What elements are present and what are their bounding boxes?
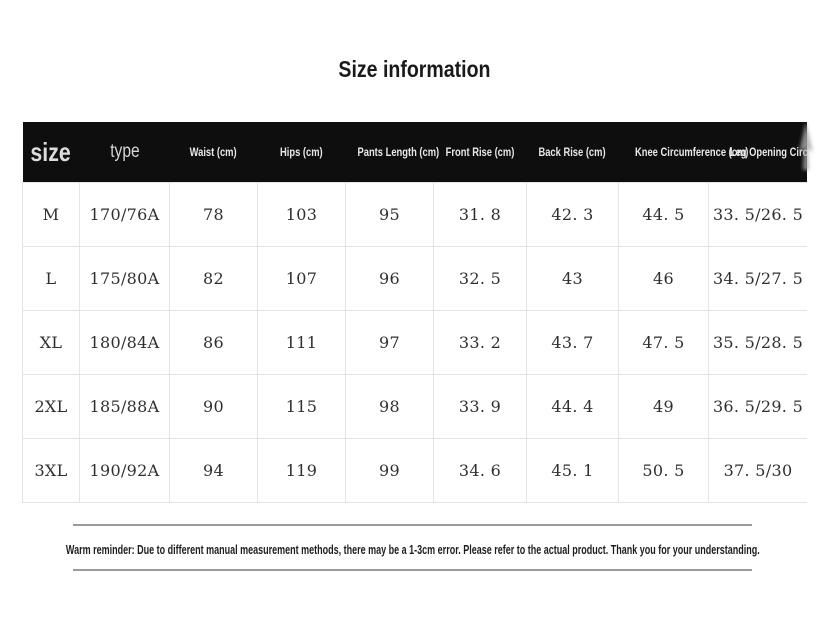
- table-cell: 43. 7: [526, 310, 619, 375]
- table-cell: 37. 5/30: [708, 438, 807, 503]
- column-header-leg-opening: Leg Opening Circumference (cm): [708, 122, 807, 183]
- column-header-size: size: [22, 122, 80, 183]
- table-cell: 185/88A: [79, 374, 170, 439]
- column-header-size-label: size: [30, 136, 72, 167]
- column-header-back-rise-label: Back Rise (cm): [538, 145, 607, 159]
- note-divider-top: [73, 524, 752, 526]
- table-cell: 33. 2: [433, 310, 527, 375]
- table-cell: 42. 3: [526, 182, 619, 247]
- mouse-cursor-icon: [799, 122, 813, 170]
- table-row-l: L 175/80A 82 107 96 32. 5 43 46 34. 5/27…: [22, 246, 807, 311]
- table-cell: XL: [22, 310, 80, 375]
- table-cell: 33. 9: [433, 374, 527, 439]
- table-cell: 31. 8: [433, 182, 527, 247]
- table-row-2xl: 2XL 185/88A 90 115 98 33. 9 44. 4 49 36.…: [22, 374, 807, 439]
- table-cell: 94: [169, 438, 258, 503]
- column-header-type: type: [79, 122, 170, 183]
- table-cell: 34. 5/27. 5: [708, 246, 807, 311]
- table-cell: 115: [257, 374, 346, 439]
- table-cell: 36. 5/29. 5: [708, 374, 807, 439]
- table-cell: 175/80A: [79, 246, 170, 311]
- table-cell: 49: [618, 374, 709, 439]
- table-cell: 47. 5: [618, 310, 709, 375]
- table-cell: 90: [169, 374, 258, 439]
- table-cell: 33. 5/26. 5: [708, 182, 807, 247]
- column-header-front-rise: Front Rise (cm): [433, 122, 527, 183]
- column-header-hips: Hips (cm): [257, 122, 346, 183]
- table-cell: 107: [257, 246, 346, 311]
- table-cell: 43: [526, 246, 619, 311]
- column-header-knee-circumference-label: Knee Circumference (cm): [634, 145, 748, 159]
- page-title: Size information: [337, 56, 491, 82]
- size-table: size type Waist (cm) Hips (cm) Pants Len…: [22, 122, 807, 503]
- column-header-hips-label: Hips (cm): [280, 145, 323, 159]
- table-cell: 99: [345, 438, 434, 503]
- column-header-waist: Waist (cm): [169, 122, 258, 183]
- column-header-leg-opening-label: Leg Opening Circumference (cm): [729, 145, 807, 159]
- table-cell: 119: [257, 438, 346, 503]
- column-header-type-label: type: [109, 141, 140, 162]
- table-cell: 78: [169, 182, 258, 247]
- column-header-waist-label: Waist (cm): [190, 145, 237, 159]
- warm-reminder-wrap: Warm reminder: Due to different manual m…: [66, 540, 760, 560]
- table-cell: 103: [257, 182, 346, 247]
- page-title-wrap: Size information: [0, 56, 828, 83]
- table-cell: 190/92A: [79, 438, 170, 503]
- table-row-3xl: 3XL 190/92A 94 119 99 34. 6 45. 1 50. 5 …: [22, 438, 807, 503]
- table-row-xl: XL 180/84A 86 111 97 33. 2 43. 7 47. 5 3…: [22, 310, 807, 375]
- table-cell: 86: [169, 310, 258, 375]
- table-cell: 35. 5/28. 5: [708, 310, 807, 375]
- table-cell: 111: [257, 310, 346, 375]
- table-cell: 2XL: [22, 374, 80, 439]
- table-cell: 170/76A: [79, 182, 170, 247]
- table-row-m: M 170/76A 78 103 95 31. 8 42. 3 44. 5 33…: [22, 182, 807, 247]
- table-cell: 44. 4: [526, 374, 619, 439]
- table-cell: 180/84A: [79, 310, 170, 375]
- table-cell: 45. 1: [526, 438, 619, 503]
- table-cell: 46: [618, 246, 709, 311]
- column-header-pants-length-label: Pants Length (cm): [357, 145, 439, 159]
- table-cell: L: [22, 246, 80, 311]
- table-cell: 32. 5: [433, 246, 527, 311]
- column-header-knee-circumference: Knee Circumference (cm): [618, 122, 748, 183]
- table-header-row: size type Waist (cm) Hips (cm) Pants Len…: [22, 122, 807, 183]
- warm-reminder-text: Warm reminder: Due to different manual m…: [65, 543, 760, 557]
- table-cell: 96: [345, 246, 434, 311]
- table-cell: 34. 6: [433, 438, 527, 503]
- table-cell: 95: [345, 182, 434, 247]
- table-cell: 82: [169, 246, 258, 311]
- table-cell: M: [22, 182, 80, 247]
- size-table-wrap: size type Waist (cm) Hips (cm) Pants Len…: [22, 122, 807, 503]
- table-cell: 44. 5: [618, 182, 709, 247]
- note-divider-bottom: [73, 569, 752, 571]
- table-cell: 98: [345, 374, 434, 439]
- table-cell: 3XL: [22, 438, 80, 503]
- column-header-front-rise-label: Front Rise (cm): [445, 145, 515, 159]
- column-header-pants-length: Pants Length (cm): [345, 122, 439, 183]
- table-cell: 97: [345, 310, 434, 375]
- column-header-back-rise: Back Rise (cm): [526, 122, 619, 183]
- table-cell: 50. 5: [618, 438, 709, 503]
